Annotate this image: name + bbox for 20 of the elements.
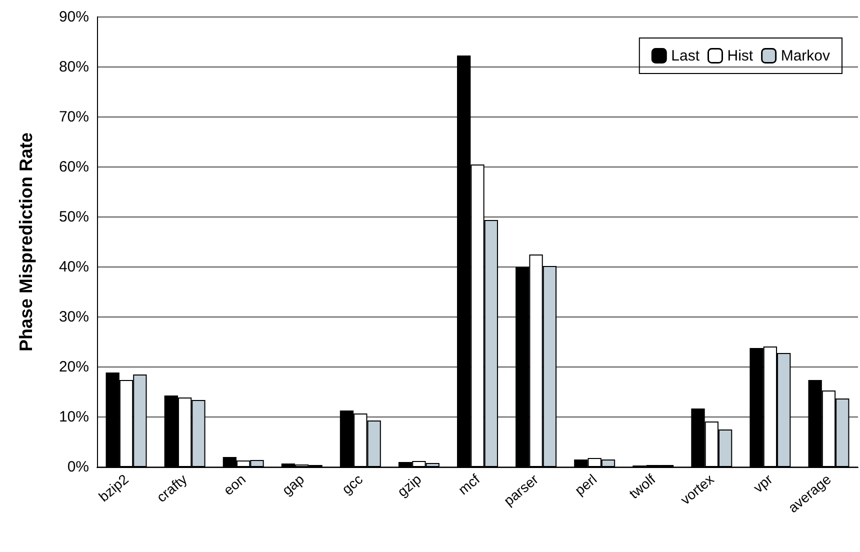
legend-label: Hist (727, 47, 754, 64)
x-tick-label: eon (220, 470, 248, 498)
x-tick-label: vpr (750, 470, 776, 496)
x-tick-label: gap (278, 470, 308, 498)
y-tick-label: 70% (58, 108, 89, 126)
y-tick-label: 50% (58, 208, 89, 226)
legend-label: Markov (780, 47, 830, 64)
y-tick-label: 0% (67, 458, 89, 476)
y-tick-label: 40% (58, 258, 89, 276)
y-tick-label: 10% (58, 408, 89, 426)
y-tick-label: 90% (58, 8, 89, 26)
y-axis-title: Phase Misprediction Rate (16, 132, 36, 352)
legend-label: Last (671, 47, 700, 64)
x-tick-label: gzip (394, 470, 424, 500)
y-tick-label: 30% (58, 308, 89, 326)
y-tick-label: 80% (58, 58, 89, 76)
x-tick-label: mcf (455, 470, 483, 498)
x-tick-label: gcc (338, 470, 366, 498)
y-tick-label: 60% (58, 158, 89, 176)
y-tick-label: 20% (58, 358, 89, 376)
